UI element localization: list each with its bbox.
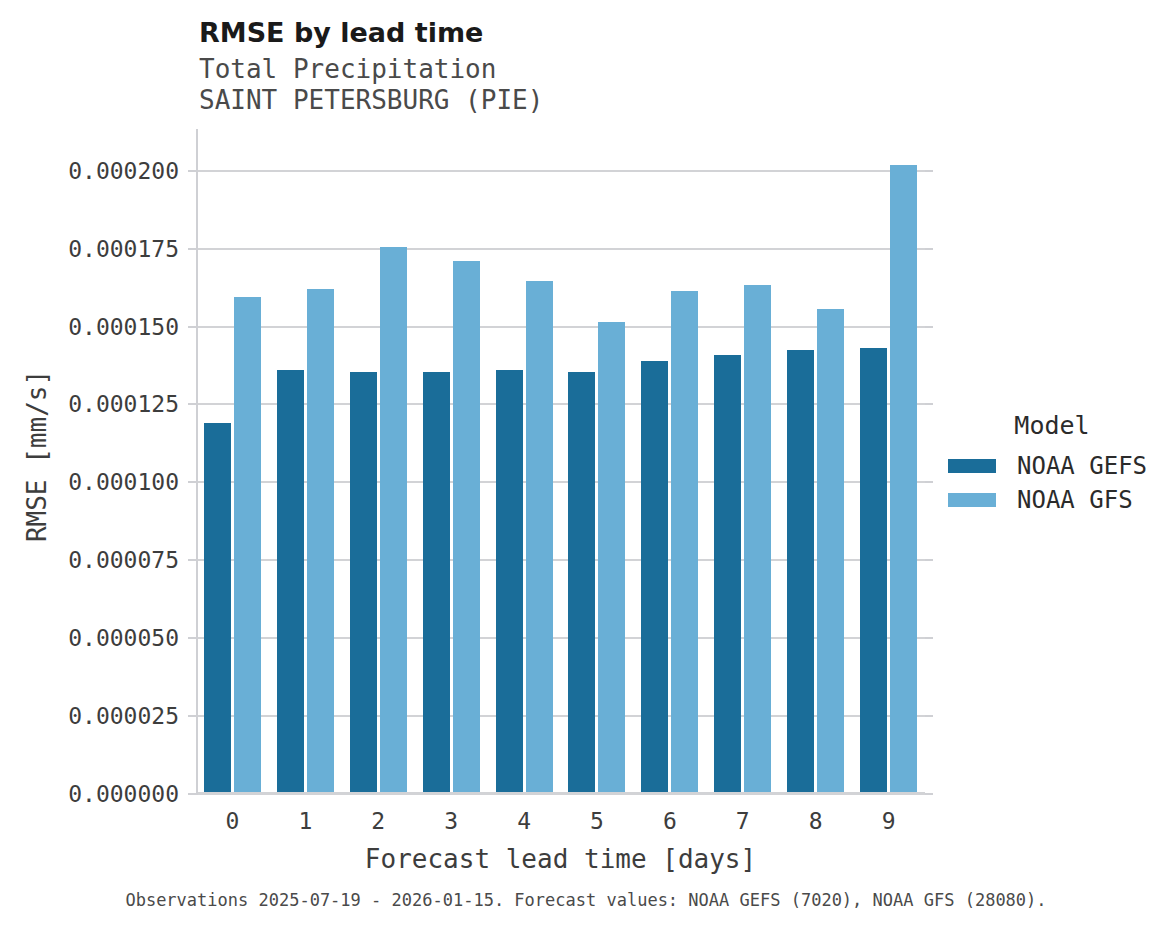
bar-noaa-gefs-lead-1 <box>277 370 304 794</box>
chart-header: RMSE by lead time Total Precipitation SA… <box>199 16 543 116</box>
y-axis-spine <box>196 129 198 795</box>
y-tick-mark-left <box>188 170 196 172</box>
y-tick-mark-right <box>925 326 933 328</box>
y-tick-mark-right <box>925 481 933 483</box>
legend-entry-noaa-gefs: NOAA GEFS <box>948 449 1156 483</box>
bar-group-lead-8 <box>779 129 852 794</box>
y-tick-label: 0.000050 <box>68 625 179 651</box>
bar-noaa-gfs-lead-2 <box>380 247 407 794</box>
y-tick-label: 0.000100 <box>68 469 179 495</box>
bar-group-lead-3 <box>415 129 488 794</box>
bar-noaa-gfs-lead-6 <box>671 291 698 794</box>
y-tick-mark-left <box>188 559 196 561</box>
x-tick-label-3: 3 <box>415 808 488 834</box>
legend-entry-noaa-gfs: NOAA GFS <box>948 483 1156 517</box>
y-tick-label: 0.000200 <box>68 158 179 184</box>
bar-noaa-gefs-lead-8 <box>787 350 814 794</box>
bar-noaa-gfs-lead-0 <box>234 297 261 794</box>
legend-swatch-icon <box>948 493 996 507</box>
y-tick-label: 0.000025 <box>68 703 179 729</box>
bar-group-lead-2 <box>342 129 415 794</box>
bar-noaa-gfs-lead-4 <box>526 281 553 794</box>
chart-subtitle-variable: Total Precipitation <box>199 54 543 85</box>
y-tick-label: 0.000000 <box>68 781 179 807</box>
bar-group-lead-1 <box>269 129 342 794</box>
y-tick-label: 0.000125 <box>68 391 179 417</box>
y-tick-mark-right <box>925 248 933 250</box>
y-tick-mark-right <box>925 170 933 172</box>
caption: Observations 2025-07-19 - 2026-01-15. Fo… <box>36 890 1136 910</box>
chart-title: RMSE by lead time <box>199 16 543 49</box>
bar-noaa-gefs-lead-4 <box>496 370 523 794</box>
plot-area: 0.0000000.0000250.0000500.0000750.000100… <box>196 129 925 794</box>
y-tick-mark-right <box>925 715 933 717</box>
legend: Model NOAA GEFS NOAA GFS <box>948 411 1156 517</box>
bar-noaa-gefs-lead-7 <box>714 355 741 794</box>
bar-noaa-gfs-lead-5 <box>598 322 625 794</box>
bar-noaa-gfs-lead-1 <box>307 289 334 794</box>
bar-noaa-gfs-lead-9 <box>890 165 917 794</box>
x-tick-labels: 0123456789 <box>196 808 925 834</box>
y-tick-label: 0.000075 <box>68 547 179 573</box>
x-tick-label-7: 7 <box>706 808 779 834</box>
legend-swatch-icon <box>948 459 996 473</box>
y-tick-mark-right <box>925 793 933 795</box>
bar-noaa-gfs-lead-3 <box>453 261 480 794</box>
legend-label: NOAA GFS <box>1017 486 1133 514</box>
x-axis-title: Forecast lead time [days] <box>196 844 925 874</box>
bar-group-lead-7 <box>706 129 779 794</box>
chart-subtitle-station: SAINT PETERSBURG (PIE) <box>199 85 543 116</box>
y-tick-mark-right <box>925 637 933 639</box>
y-axis-title: RMSE [mm/s] <box>22 370 52 542</box>
bar-group-lead-9 <box>852 129 925 794</box>
y-tick-label: 0.000150 <box>68 314 179 340</box>
x-tick-label-1: 1 <box>269 808 342 834</box>
y-tick-mark-right <box>925 559 933 561</box>
x-axis-baseline <box>196 792 925 795</box>
bar-group-lead-4 <box>488 129 561 794</box>
bar-group-lead-0 <box>196 129 269 794</box>
bar-noaa-gefs-lead-9 <box>860 348 887 794</box>
y-tick-mark-left <box>188 403 196 405</box>
bar-noaa-gfs-lead-7 <box>744 285 771 795</box>
bar-group-lead-5 <box>561 129 634 794</box>
bar-noaa-gefs-lead-5 <box>568 372 595 794</box>
y-tick-mark-left <box>188 481 196 483</box>
x-tick-label-4: 4 <box>488 808 561 834</box>
y-tick-mark-left <box>188 793 196 795</box>
x-tick-label-0: 0 <box>196 808 269 834</box>
x-tick-label-8: 8 <box>779 808 852 834</box>
y-tick-mark-left <box>188 637 196 639</box>
bar-noaa-gfs-lead-8 <box>817 309 844 794</box>
legend-entries: NOAA GEFS NOAA GFS <box>948 449 1156 517</box>
x-tick-label-6: 6 <box>633 808 706 834</box>
x-tick-label-5: 5 <box>561 808 634 834</box>
bars-container <box>196 129 925 794</box>
y-tick-mark-left <box>188 248 196 250</box>
figure: RMSE by lead time Total Precipitation SA… <box>0 0 1172 928</box>
y-tick-mark-left <box>188 326 196 328</box>
bar-noaa-gefs-lead-2 <box>350 372 377 794</box>
y-tick-label: 0.000175 <box>68 236 179 262</box>
y-tick-mark-right <box>925 403 933 405</box>
x-tick-label-2: 2 <box>342 808 415 834</box>
bar-noaa-gefs-lead-3 <box>423 372 450 794</box>
bar-group-lead-6 <box>633 129 706 794</box>
bar-noaa-gefs-lead-6 <box>641 361 668 794</box>
x-tick-label-9: 9 <box>852 808 925 834</box>
legend-label: NOAA GEFS <box>1017 452 1147 480</box>
bar-noaa-gefs-lead-0 <box>204 423 231 794</box>
legend-title: Model <box>948 411 1156 440</box>
y-tick-mark-left <box>188 715 196 717</box>
